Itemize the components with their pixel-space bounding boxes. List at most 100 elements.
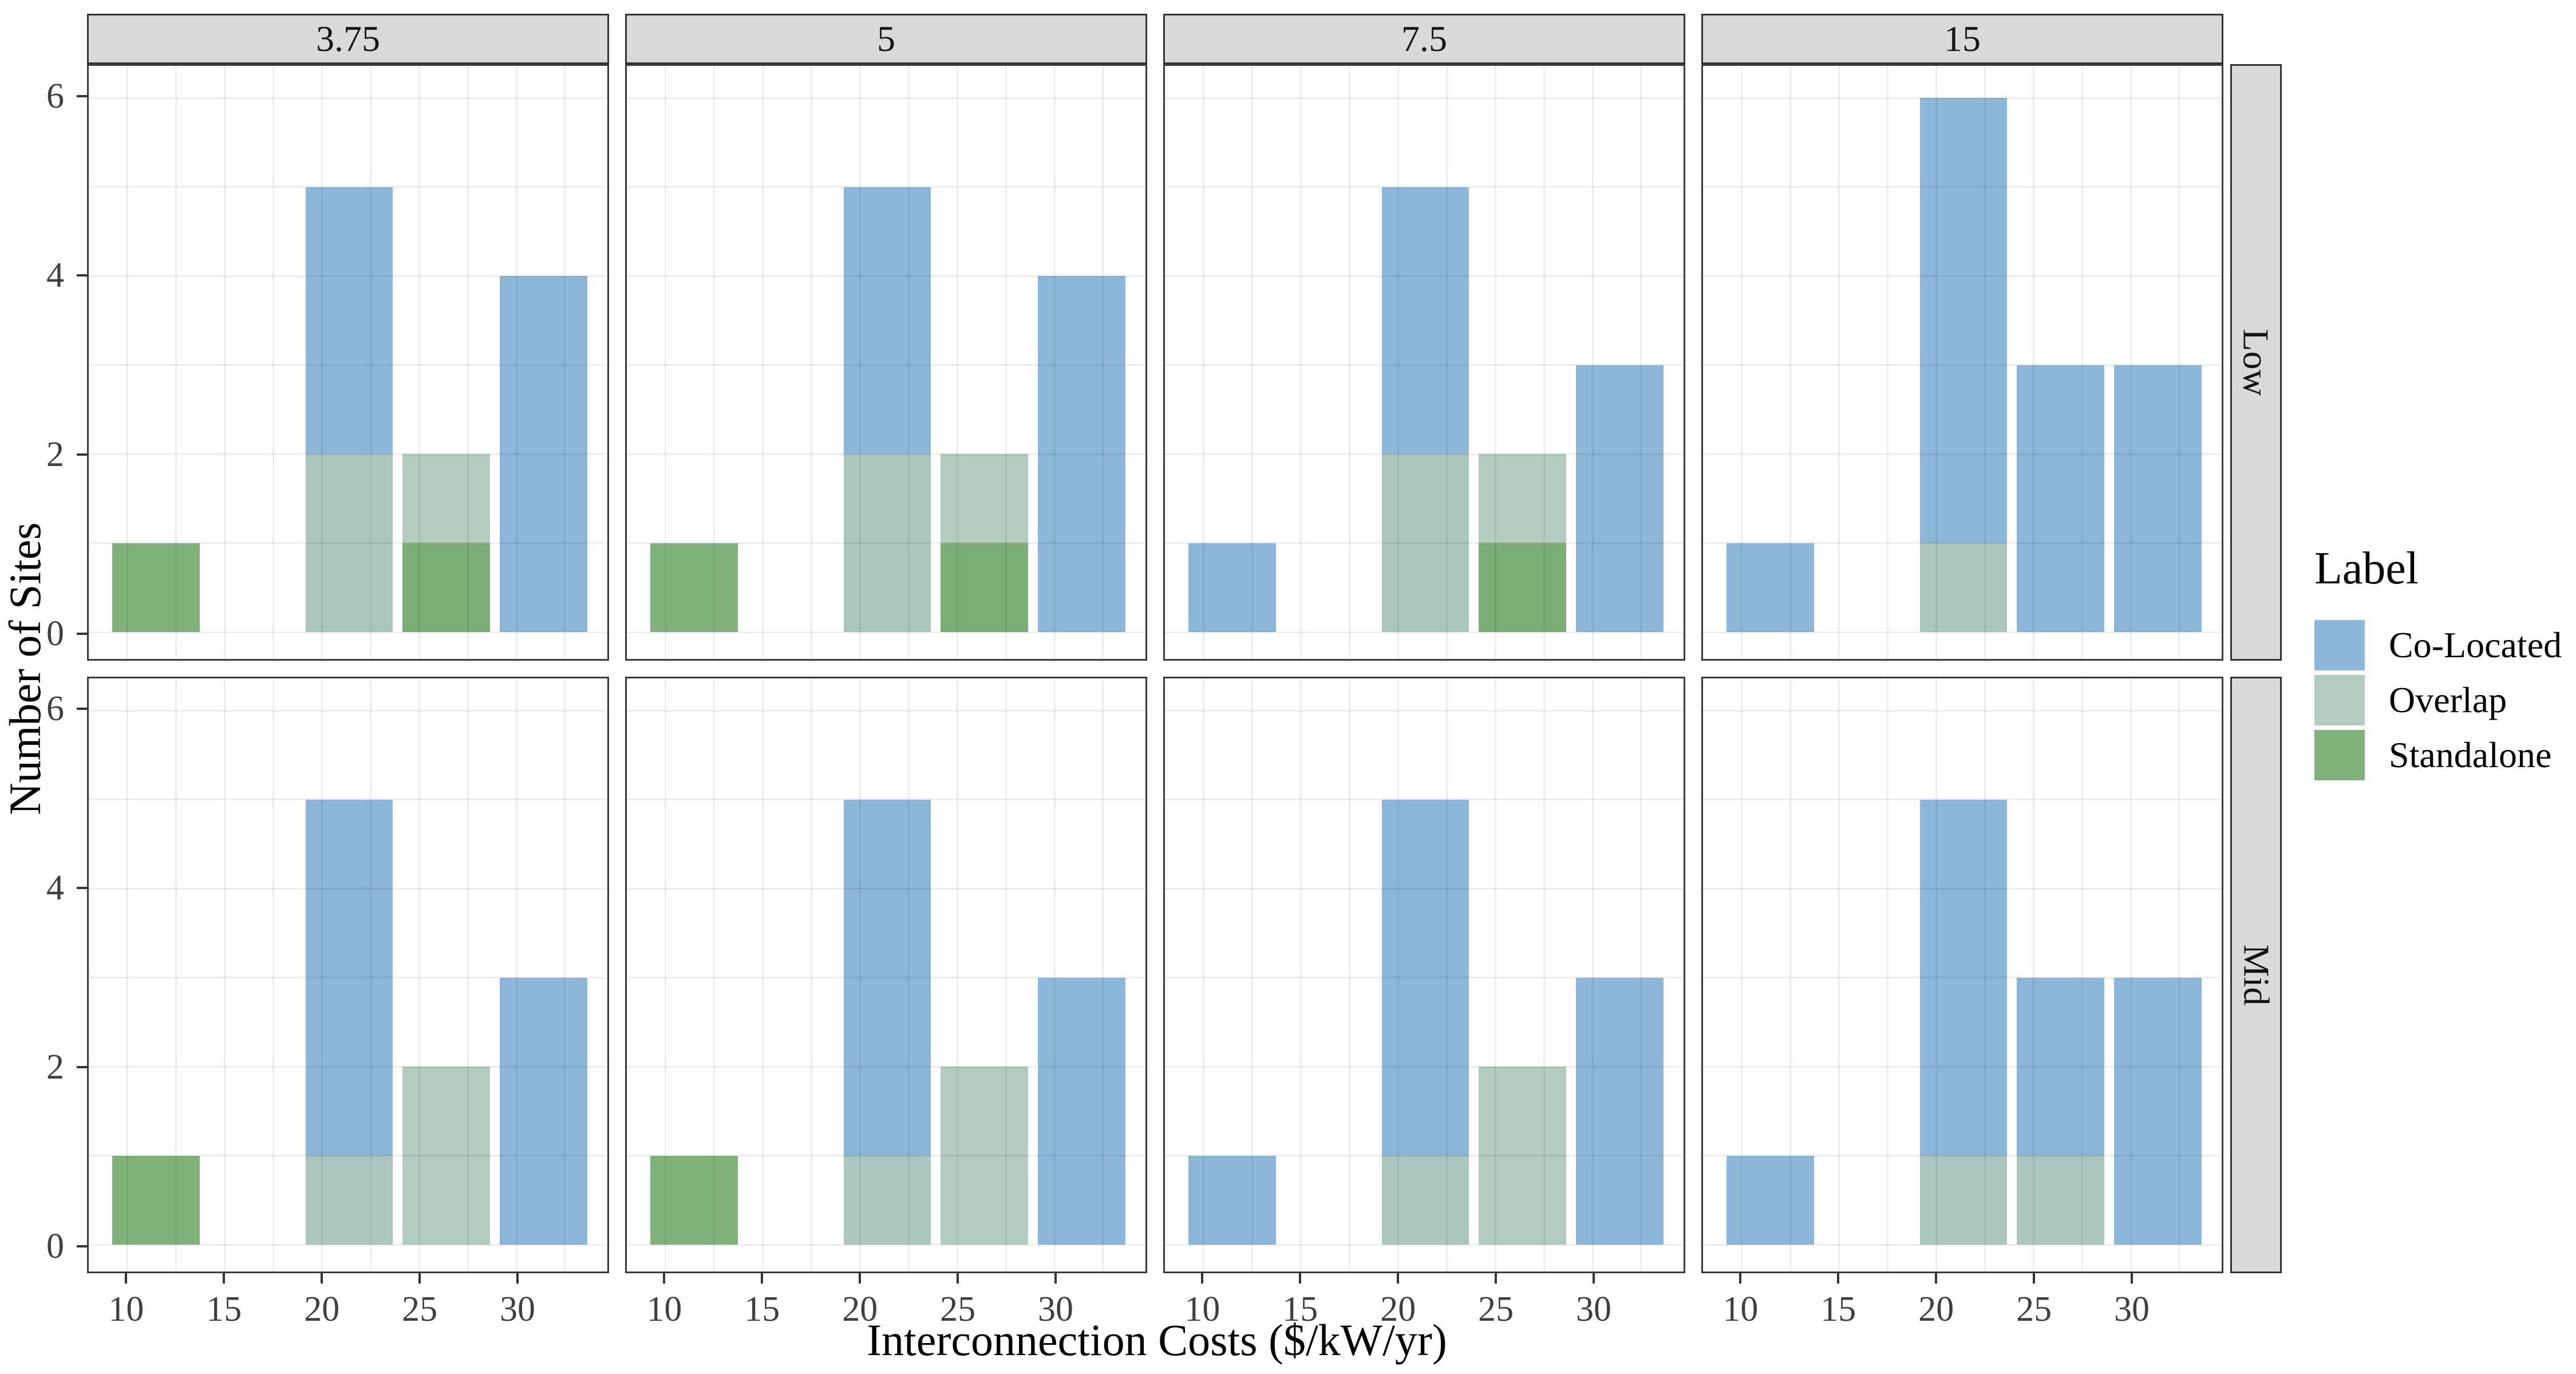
y-tick-label: 0 [46,1227,64,1266]
x-tick-label: 10 [1722,1290,1759,1329]
gridline [1165,453,1684,455]
gridline [1165,1243,1684,1246]
histogram-bar-co-located [1576,365,1664,633]
gridline [907,66,910,659]
gridline [1838,678,1840,1272]
legend-item-co-located: Co-Located [2314,620,2576,670]
gridline [2178,678,2180,1272]
gridline [1349,678,1351,1272]
x-axis-tick [223,1273,226,1284]
facet-strip-label: Low [2236,329,2277,396]
gridline [1703,799,2222,801]
gridline [627,364,1145,366]
histogram-bar-standalone [112,1155,200,1245]
facet-strip-col-3.75: 3.75 [87,14,609,64]
x-axis-tick [1739,1273,1742,1284]
gridline [89,887,607,890]
gridline [564,66,566,659]
gridline [1165,709,1684,712]
gridline [1494,678,1496,1272]
gridline [665,678,667,1272]
x-tick-label: 25 [402,1290,438,1329]
gridline [811,66,813,659]
y-axis-tick [77,887,87,890]
y-axis-tick [77,95,87,98]
gridline [2129,66,2132,659]
histogram-bar-overlap [1381,454,1469,633]
histogram-bar-co-located [2017,365,2105,633]
facet-strip-label: 15 [1944,18,1981,59]
facet-panel-7.5-Mid [1163,677,1685,1273]
gridline [1789,66,1792,659]
x-tick-label: 20 [1918,1290,1954,1329]
x-axis-title: Interconnection Costs ($/kW/yr) [867,1315,1447,1365]
histogram-bar-co-located [1919,98,2008,633]
gridline [713,678,716,1272]
x-axis-tick [1299,1273,1302,1284]
x-axis-tick [125,1273,128,1284]
gridline [627,1155,1145,1157]
gridline [1703,275,2222,277]
gridline [89,977,607,979]
gridline [2129,678,2132,1272]
x-axis-tick [859,1273,862,1284]
gridline [1102,66,1104,659]
x-axis-tick [418,1273,421,1284]
histogram-bar-standalone [112,543,200,633]
gridline [1703,97,2222,99]
gridline [127,678,129,1272]
gridline [627,799,1145,801]
x-axis-tick [1495,1273,1498,1284]
histogram-bar-co-located [1188,1155,1276,1245]
standalone-swatch-icon [2314,730,2365,780]
gridline [89,1243,607,1246]
x-axis-tick [1837,1273,1840,1284]
histogram-bar-overlap [1381,1155,1469,1245]
gridline [1703,709,2222,712]
gridline [1165,1155,1684,1157]
x-tick-label: 20 [1380,1290,1416,1329]
gridline [1165,542,1684,544]
gridline [762,66,764,659]
gridline [467,678,469,1272]
gridline [1005,66,1007,659]
x-tick-label: 15 [1282,1290,1318,1329]
gridline [627,542,1145,544]
legend-item-label: Co-Located [2389,625,2562,665]
x-tick-label: 10 [646,1290,682,1329]
facet-panel-15-Low [1701,64,2223,661]
gridline [1935,66,1937,659]
histogram-bar-standalone [650,1155,738,1245]
gridline [1165,977,1684,979]
gridline [1165,799,1684,801]
gridline [89,97,607,99]
histogram-bar-co-located [1726,543,1814,633]
gridline [1203,678,1205,1272]
histogram-bar-overlap [843,454,931,633]
gridline [1165,97,1684,99]
x-tick-label: 20 [842,1290,878,1329]
gridline [1543,678,1545,1272]
gridline [89,709,607,712]
facet-strip-row-Low: Low [2230,64,2282,661]
y-tick-label: 6 [46,689,64,729]
facet-strip-label: Mid [2236,944,2277,1006]
histogram-bar-co-located [1576,977,1664,1245]
x-tick-label: 15 [1820,1290,1856,1329]
gridline [1838,66,1840,659]
gridline [1887,678,1889,1272]
y-axis-tick [77,274,87,277]
gridline [1165,1065,1684,1068]
legend-item-overlap: Overlap [2314,675,2576,725]
x-axis-tick [761,1273,764,1284]
gridline [1251,66,1254,659]
gridline [1640,66,1642,659]
facet-panel-15-Mid [1701,677,2223,1273]
gridline [627,977,1145,979]
gridline [467,66,469,659]
gridline [1703,887,2222,890]
x-axis-tick [516,1273,519,1284]
x-tick-label: 30 [500,1290,536,1329]
y-tick-label: 4 [46,868,64,908]
